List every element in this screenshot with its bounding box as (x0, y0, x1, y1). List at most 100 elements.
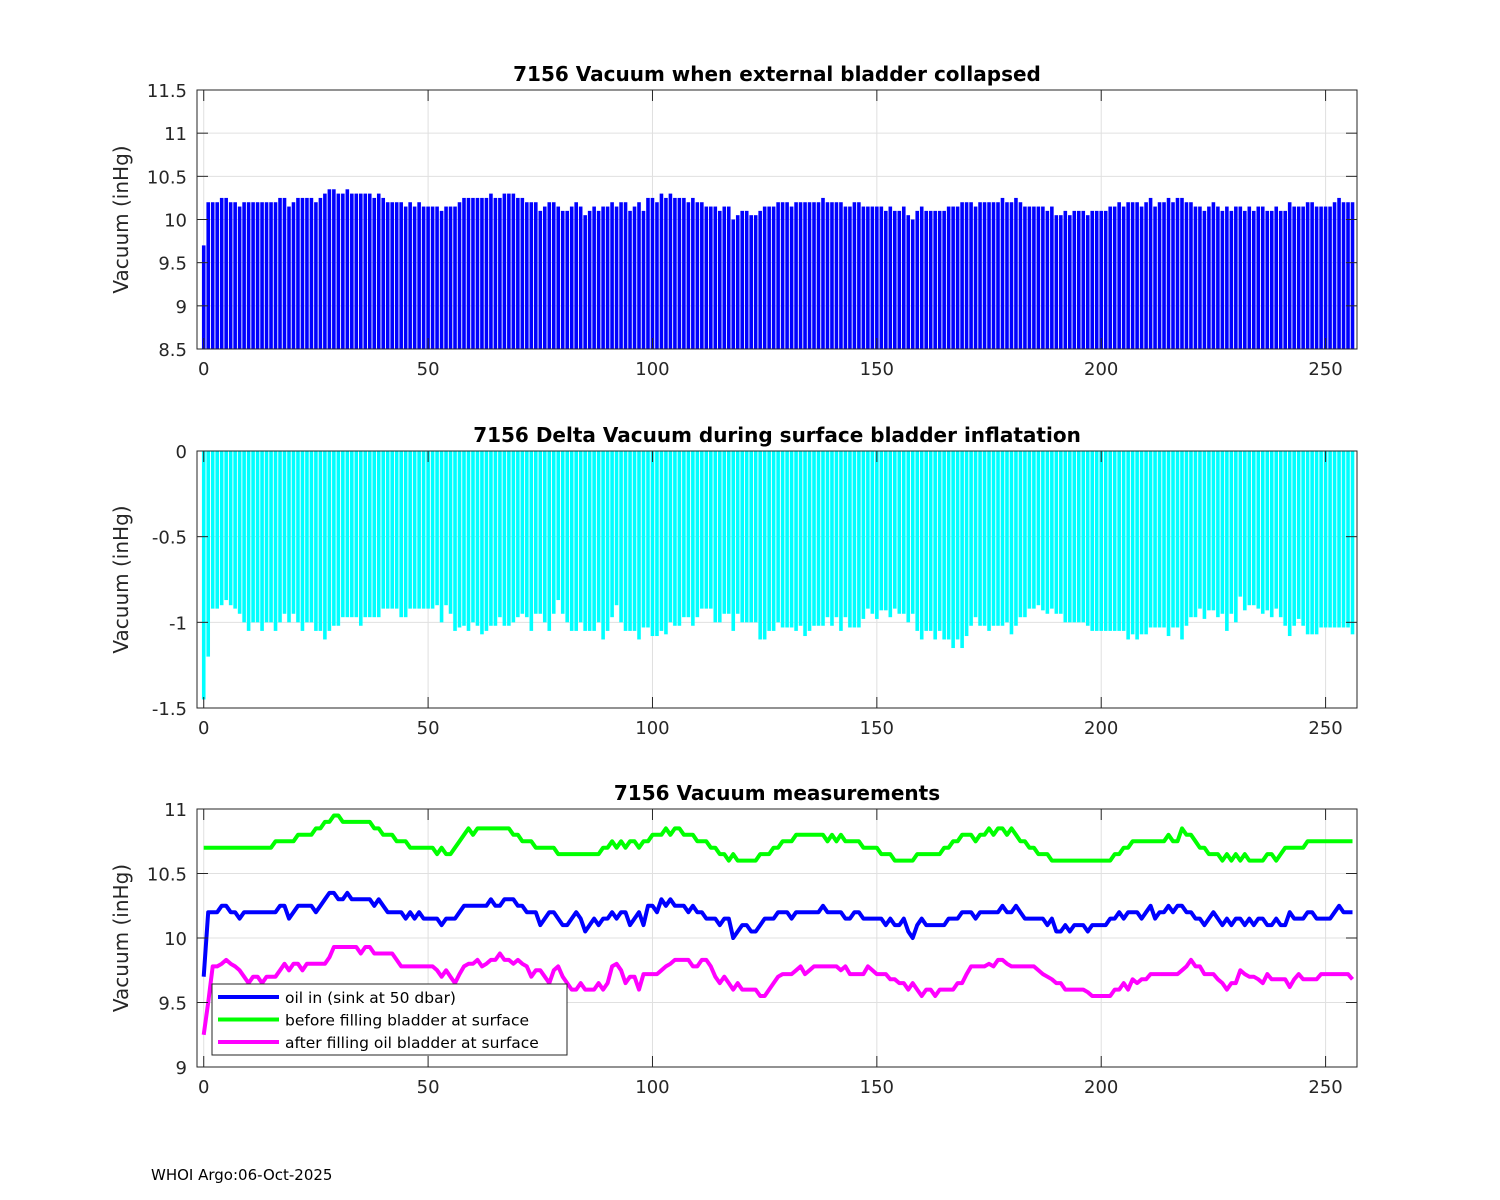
bar (1328, 451, 1332, 628)
bar (870, 206, 875, 349)
bar (870, 451, 875, 614)
bar (1076, 210, 1081, 349)
bar (1090, 210, 1095, 349)
bar (1076, 451, 1081, 623)
bar (987, 202, 991, 349)
bar (430, 206, 435, 349)
y-axis-label: Vacuum (inHg) (109, 145, 133, 293)
bar (852, 451, 857, 628)
bar (475, 451, 480, 626)
bar (1135, 202, 1139, 349)
bar (273, 451, 278, 631)
bar (901, 206, 906, 349)
bar (803, 451, 807, 637)
bar (1171, 451, 1175, 628)
bar (1166, 451, 1171, 637)
bar (453, 451, 457, 631)
bar (412, 451, 417, 609)
bar (287, 451, 291, 623)
bar (673, 197, 677, 349)
bar (394, 451, 399, 609)
bar (1238, 451, 1243, 597)
bar (1296, 206, 1301, 349)
bar (879, 451, 884, 611)
series-line-oil_in (201, 890, 1353, 977)
bar (1054, 451, 1059, 614)
bar (511, 193, 516, 349)
bar (758, 451, 762, 640)
bar (255, 451, 260, 623)
bar (919, 206, 924, 349)
bar (780, 202, 785, 349)
bar (691, 451, 695, 626)
bar (1126, 202, 1130, 349)
bar (502, 451, 507, 626)
bar (937, 210, 942, 349)
bar (1216, 206, 1220, 349)
bar (1296, 451, 1301, 619)
bar (556, 206, 561, 349)
bar (1068, 451, 1072, 623)
bar (673, 451, 677, 626)
bar (866, 451, 870, 609)
y-tick-label: 9 (176, 1058, 187, 1079)
bar (1099, 451, 1104, 631)
y-tick-label: -1 (169, 613, 187, 634)
bar (421, 206, 426, 349)
bar (960, 451, 964, 649)
bar (1341, 202, 1346, 349)
x-tick-label: 200 (1084, 1077, 1118, 1098)
bar (933, 210, 937, 349)
bar (1346, 202, 1350, 349)
bar (462, 451, 466, 626)
bar (1099, 210, 1104, 349)
axes-box (196, 450, 1358, 709)
bar (794, 451, 798, 631)
bar (417, 202, 421, 349)
bar (722, 206, 727, 349)
bar (1193, 206, 1198, 349)
bar (1144, 202, 1148, 349)
bar (237, 206, 242, 349)
bar (1292, 206, 1296, 349)
bar (848, 451, 852, 628)
bar (502, 193, 507, 349)
bar (542, 451, 547, 623)
bar (1018, 202, 1023, 349)
bar (1130, 451, 1135, 635)
bar (1225, 451, 1229, 631)
bar (1269, 451, 1274, 618)
bar (677, 197, 682, 349)
bar (812, 451, 816, 626)
x-tick-label: 150 (860, 718, 894, 739)
bar (493, 451, 498, 626)
bar (1059, 215, 1063, 349)
bar (507, 193, 511, 349)
bar (709, 451, 713, 609)
bar (578, 206, 583, 349)
bar (448, 206, 453, 349)
bar (327, 451, 332, 631)
bar (300, 197, 305, 349)
bar (1310, 451, 1314, 635)
bar (843, 206, 848, 349)
bar (453, 206, 457, 349)
bar (462, 197, 466, 349)
legend-label: after filling oil bladder at surface (285, 1034, 539, 1052)
bar (309, 197, 314, 349)
x-tick-label: 250 (1308, 718, 1342, 739)
x-tick-label: 50 (417, 1077, 440, 1098)
bar (987, 451, 991, 631)
bar (1234, 206, 1238, 349)
x-tick-label: 150 (860, 1077, 894, 1098)
bar (332, 189, 336, 349)
bar (1301, 206, 1305, 349)
bar (341, 193, 345, 349)
bar (803, 202, 807, 349)
bar (1265, 210, 1270, 349)
bar (296, 451, 300, 623)
bar (740, 210, 745, 349)
bar (884, 451, 888, 611)
bar (789, 451, 794, 628)
bar (489, 193, 493, 349)
